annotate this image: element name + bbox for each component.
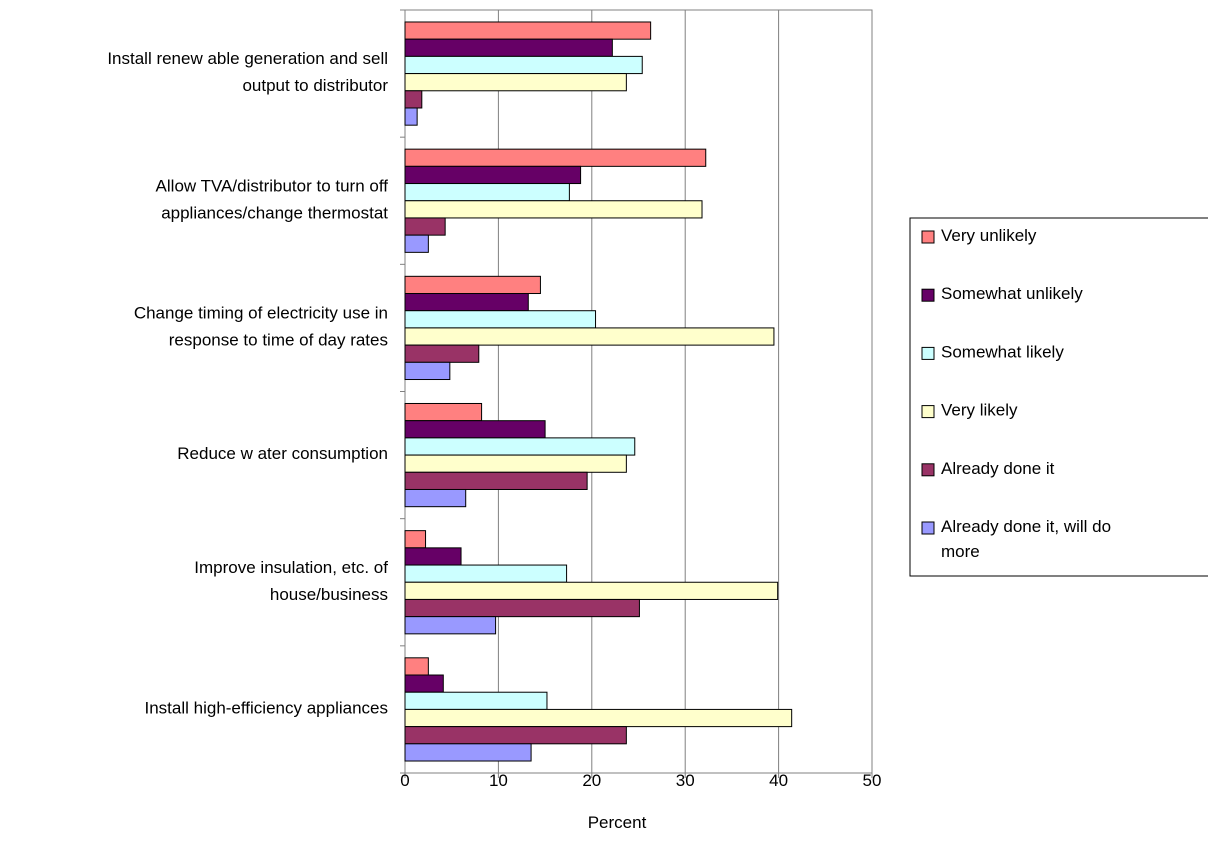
x-tick-label: 50: [863, 771, 882, 790]
bar: [404, 488, 467, 508]
legend-swatch: [921, 405, 935, 419]
bar: [404, 726, 627, 745]
bar: [404, 674, 444, 693]
y-tick-label: Allow TVA/distributor to turn off applian…: [156, 177, 389, 223]
bar: [404, 234, 429, 253]
x-tick-label: 40: [769, 771, 788, 790]
legend-label: Already done it, will do more: [941, 517, 1111, 561]
x-tick-label: 20: [582, 771, 601, 790]
bar: [404, 691, 548, 710]
bar: [404, 107, 418, 126]
bar: [404, 361, 451, 381]
legend-label: Already done it: [941, 459, 1055, 478]
legend-label: Very likely: [941, 401, 1018, 420]
legend-label: Somewhat likely: [941, 343, 1064, 362]
bar: [404, 437, 636, 456]
bar: [404, 90, 423, 109]
bar: [404, 471, 588, 490]
bar: [404, 293, 529, 312]
bar: [404, 616, 497, 635]
bar: [404, 310, 597, 329]
y-tick-label: Reduce w ater consumption: [177, 445, 388, 464]
bar: [404, 743, 532, 762]
legend-box: [909, 217, 1208, 577]
legend-label: Very unlikely: [941, 226, 1037, 245]
bar: [404, 327, 775, 346]
bar: [404, 420, 546, 439]
y-tick-label: Install high-efficiency appliances: [145, 699, 389, 718]
bar: [404, 21, 652, 40]
bar: [404, 708, 793, 728]
bar: [404, 454, 627, 473]
bar: [404, 564, 568, 583]
bar: [404, 73, 627, 92]
bar: [404, 275, 541, 295]
bar: [404, 165, 582, 185]
bar: [404, 598, 640, 618]
legend-swatch: [921, 463, 935, 477]
bar: [404, 55, 643, 75]
bar: [404, 200, 703, 219]
plot-border: [404, 9, 873, 774]
bar: [404, 217, 446, 236]
legend-label: Somewhat unlikely: [941, 285, 1083, 304]
x-tick-label: 0: [400, 771, 409, 790]
bar: [404, 148, 707, 167]
legend-swatch: [921, 521, 935, 535]
bar: [404, 183, 570, 202]
bar: [404, 402, 483, 422]
bar: [404, 530, 427, 549]
bar: [404, 38, 613, 57]
x-tick-label: 30: [676, 771, 695, 790]
y-tick-label: Change timing of electricity use in respo…: [134, 304, 388, 350]
x-tick-label: 10: [489, 771, 508, 790]
bar: [404, 657, 429, 676]
legend-swatch: [921, 346, 935, 360]
y-tick-label: Improve insulation, etc. of house/busines…: [194, 558, 388, 604]
legend-swatch: [921, 288, 935, 302]
legend-swatch: [921, 230, 935, 244]
bar: [404, 547, 462, 566]
y-tick-label: Install renew able generation and sell ou…: [107, 50, 388, 96]
bar: [404, 344, 480, 363]
x-axis-label: Percent: [588, 813, 647, 832]
bar: [404, 581, 779, 600]
